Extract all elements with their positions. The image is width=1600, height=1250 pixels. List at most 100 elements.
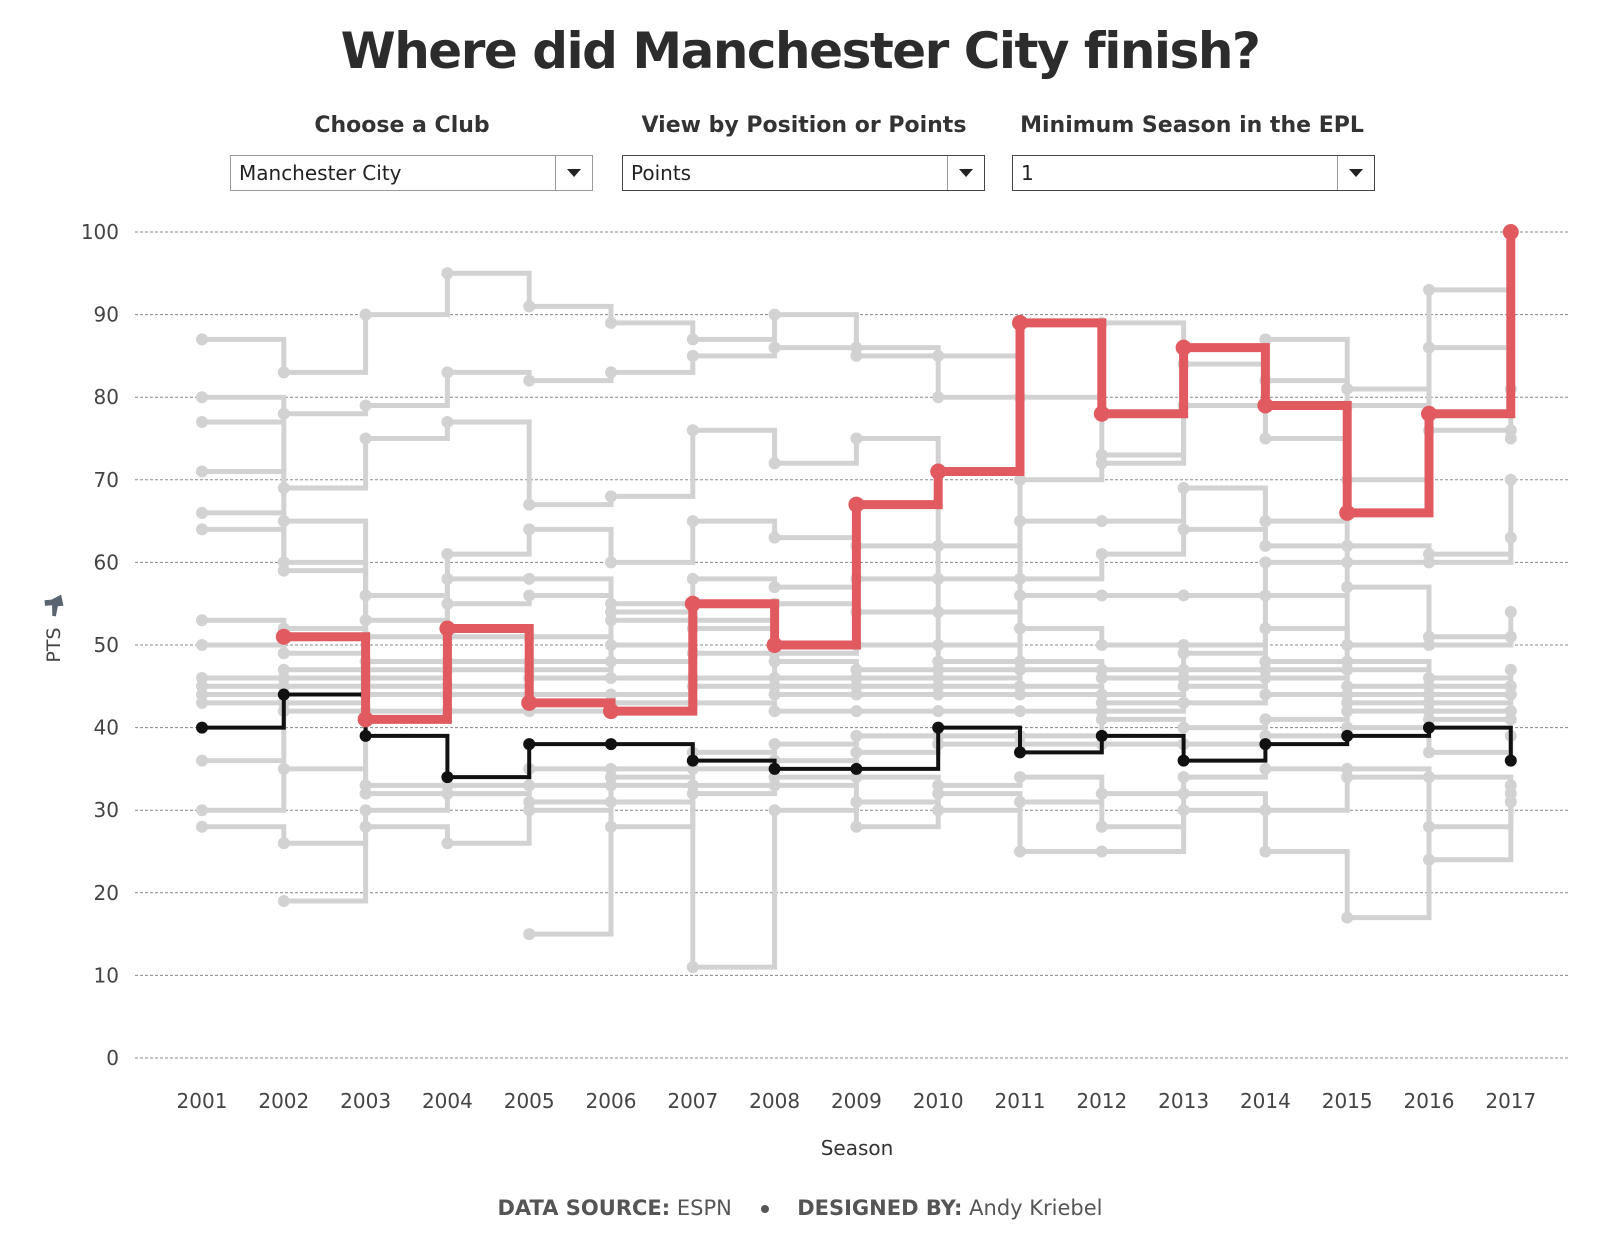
data-point	[850, 705, 863, 718]
data-point	[848, 496, 865, 513]
data-point	[1095, 820, 1108, 833]
data-point	[1504, 663, 1517, 676]
data-point	[196, 506, 208, 519]
data-point	[768, 771, 781, 784]
data-point	[1177, 787, 1190, 800]
data-point	[277, 895, 290, 908]
data-point	[850, 729, 863, 742]
data-point	[196, 391, 208, 404]
data-point	[932, 787, 945, 800]
series-line	[202, 692, 1513, 780]
data-point	[768, 762, 781, 775]
club-filter-label: Choose a Club	[314, 113, 490, 138]
data-point	[850, 680, 863, 693]
min-season-dropdown[interactable]: 1	[1012, 155, 1375, 191]
data-point	[1095, 672, 1108, 685]
data-point	[605, 639, 617, 651]
data-point	[686, 961, 699, 974]
data-point	[1423, 639, 1435, 651]
data-point	[1014, 845, 1026, 858]
data-point	[605, 605, 617, 618]
data-point	[1423, 853, 1435, 866]
data-point	[1504, 473, 1517, 486]
footer: DATA SOURCE: ESPN DESIGNED BY: Andy Krie…	[0, 1196, 1600, 1220]
x-tick-label: 2011	[995, 1089, 1046, 1113]
data-point	[686, 333, 699, 346]
series-relegation	[196, 688, 1517, 784]
data-point	[850, 688, 863, 701]
data-point	[441, 779, 454, 792]
data-point	[441, 787, 454, 800]
data-point	[1095, 845, 1108, 858]
data-point	[768, 804, 781, 817]
data-point	[441, 548, 454, 561]
data-point	[932, 655, 945, 668]
data-point	[1341, 581, 1354, 594]
y-tick-label: 90	[94, 303, 119, 327]
x-tick-label: 2017	[1485, 1089, 1536, 1113]
data-point	[686, 515, 699, 528]
points-step-chart: 0 10 20 30 40 50 60 70 80 90 100 2001 2002 2003 2004 20…	[43, 220, 1570, 1160]
data-point	[1014, 688, 1026, 701]
data-point	[1504, 688, 1517, 701]
data-point	[850, 349, 863, 362]
data-point	[523, 804, 536, 817]
data-point	[1095, 787, 1108, 800]
data-point	[1259, 556, 1272, 569]
data-point	[1177, 672, 1190, 685]
data-point	[1095, 449, 1108, 462]
club-dropdown-toggle[interactable]	[555, 156, 592, 190]
data-point	[932, 663, 945, 676]
data-point	[1014, 705, 1026, 718]
y-tick-label: 30	[94, 798, 119, 822]
data-point	[1423, 548, 1435, 561]
x-tick-label: 2008	[749, 1089, 800, 1113]
data-point	[1175, 339, 1192, 356]
data-point	[768, 341, 781, 354]
separator-dot	[760, 1205, 769, 1213]
data-point	[1504, 432, 1517, 445]
min-season-dropdown-toggle[interactable]	[1337, 156, 1374, 190]
data-point	[1095, 713, 1108, 726]
y-tick-label: 20	[94, 881, 119, 905]
x-tick-label: 2009	[831, 1089, 882, 1113]
data-point	[1177, 771, 1190, 784]
x-axis-title: Season	[821, 1136, 894, 1160]
data-point	[1504, 705, 1517, 718]
data-point	[1259, 845, 1272, 858]
x-tick-label: 2012	[1076, 1089, 1127, 1113]
data-point	[277, 672, 290, 685]
designer-value: Andy Kriebel	[969, 1196, 1103, 1220]
chevron-down-icon	[959, 169, 973, 177]
data-point	[1257, 397, 1274, 414]
view-dropdown[interactable]: Points	[622, 155, 985, 191]
data-point	[1504, 680, 1517, 693]
data-point	[1177, 589, 1190, 602]
data-point	[1177, 639, 1190, 651]
data-point	[1177, 523, 1190, 536]
club-dropdown[interactable]: Manchester City	[230, 155, 593, 191]
data-point	[1502, 224, 1519, 240]
data-point	[686, 349, 699, 362]
view-dropdown-toggle[interactable]	[947, 156, 984, 190]
data-point	[932, 721, 945, 734]
chevron-down-icon	[567, 169, 581, 177]
data-point	[605, 556, 617, 569]
data-point	[196, 754, 208, 767]
data-point	[686, 787, 699, 800]
data-point	[684, 595, 701, 612]
data-point	[1504, 605, 1517, 618]
data-point	[850, 820, 863, 833]
data-point	[1177, 680, 1190, 693]
data-point	[196, 820, 208, 833]
data-point	[850, 771, 863, 784]
data-point	[1423, 721, 1435, 734]
data-point	[932, 680, 945, 693]
data-point	[1259, 655, 1272, 668]
data-point	[523, 779, 536, 792]
data-point	[1259, 589, 1272, 602]
data-point	[523, 928, 536, 941]
data-point	[1259, 688, 1272, 701]
data-point	[196, 688, 208, 701]
data-point	[686, 572, 699, 585]
